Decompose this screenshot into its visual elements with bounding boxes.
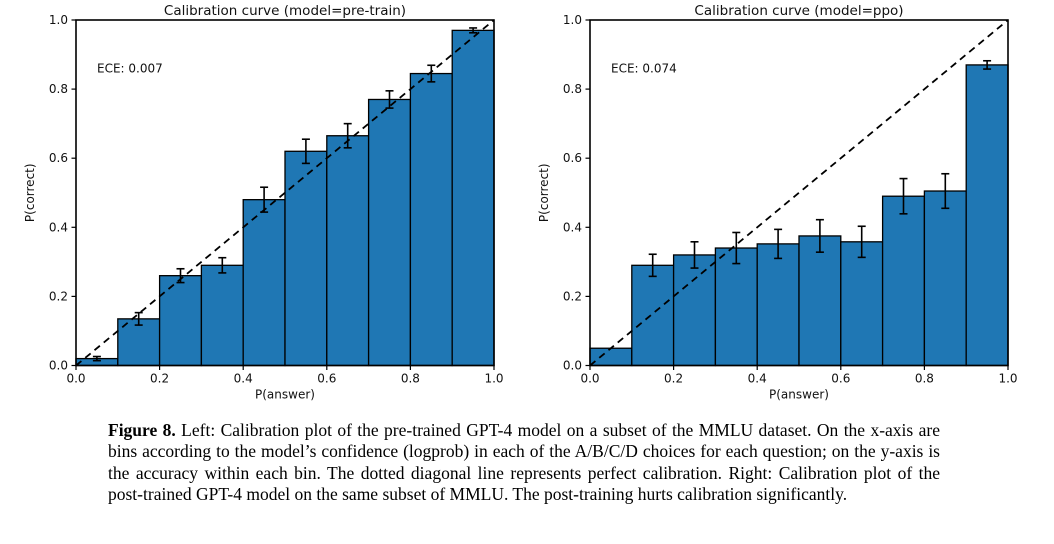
x-tick-label: 0.4	[748, 372, 767, 386]
error-bar	[301, 138, 310, 165]
calibration-bar	[840, 241, 884, 367]
calibration-bar	[923, 190, 967, 367]
calibration-bar	[326, 135, 370, 367]
y-tick-label: 0.4	[563, 220, 582, 234]
error-bar	[732, 231, 741, 265]
calibration-bar	[284, 150, 328, 367]
y-tick-label: 1.0	[563, 13, 582, 27]
y-tick-label: 0.0	[49, 359, 68, 373]
x-tick-label: 0.4	[234, 372, 253, 386]
error-bar	[774, 228, 783, 260]
calibration-bar	[756, 243, 800, 367]
error-bar	[469, 27, 478, 34]
y-axis-label: P(correct)	[537, 163, 551, 222]
error-bar	[899, 177, 908, 215]
y-tick-label: 0.4	[49, 220, 68, 234]
perfect-calibration-line	[589, 19, 1009, 367]
x-axis-label: P(answer)	[255, 388, 315, 402]
error-bar	[343, 122, 352, 149]
caption-text: Left: Calibration plot of the pre-traine…	[108, 420, 940, 505]
perfect-calibration-line	[75, 19, 495, 367]
ece-annotation: ECE: 0.007	[97, 61, 163, 75]
error-bar	[857, 225, 866, 259]
error-bar	[983, 59, 992, 70]
calibration-bar	[881, 195, 926, 367]
calibration-figure: 0.0 0.2 0.4 0.6 0.8 1.0 0.0 0.2 0.4 0.6 0.8 1.0 Cali…	[23, 3, 1018, 402]
error-bar	[92, 355, 101, 362]
error-bar	[648, 253, 657, 278]
x-tick-label: 0.0	[66, 372, 85, 386]
calibration-bar	[409, 72, 453, 367]
x-tick-label: 1.0	[484, 372, 503, 386]
x-tick-label: 0.8	[915, 372, 934, 386]
calibration-bar	[631, 264, 675, 367]
x-tick-label: 0.2	[150, 372, 169, 386]
calibration-bar	[714, 247, 758, 367]
caption-label: Figure 8.	[108, 420, 176, 440]
calibration-bar	[158, 275, 203, 367]
error-bar	[815, 218, 824, 253]
calibration-bar	[242, 199, 286, 367]
figure-caption: Figure 8. Left: Calibration plot of the …	[108, 420, 940, 506]
calibration-bar	[367, 98, 412, 367]
y-tick-label: 0.2	[49, 289, 68, 303]
y-tick-label: 0.8	[49, 82, 68, 96]
x-tick-label: 0.6	[831, 372, 850, 386]
y-tick-label: 0.8	[563, 82, 582, 96]
calibration-bar	[200, 264, 244, 367]
calibration-bar	[798, 235, 842, 367]
error-bar	[385, 90, 394, 109]
chart-title: Calibration curve (model=pre-train)	[164, 3, 406, 19]
y-tick-label: 0.2	[563, 289, 582, 303]
calibration-bar	[672, 254, 717, 367]
calibration-bar	[589, 347, 633, 367]
calibration-chart-ppo: 0.0 0.2 0.4 0.6 0.8 1.0 0.0 0.2 0.4 0.6 0.8 1.0 Cali…	[537, 3, 1018, 402]
ece-annotation: ECE: 0.074	[611, 61, 677, 75]
error-bar	[134, 311, 143, 326]
calibration-bar	[965, 64, 1009, 367]
x-axis-label: P(answer)	[769, 388, 829, 402]
error-bar	[941, 172, 950, 210]
x-tick-label: 0.2	[664, 372, 683, 386]
y-axis-label: P(correct)	[23, 163, 37, 222]
plot-border	[75, 19, 495, 367]
error-bar	[427, 64, 436, 83]
y-tick-label: 0.6	[563, 151, 582, 165]
y-tick-label: 0.0	[563, 359, 582, 373]
y-tick-label: 1.0	[49, 13, 68, 27]
plot-border	[589, 19, 1009, 367]
error-bar	[690, 241, 699, 269]
x-tick-label: 0.6	[317, 372, 336, 386]
x-tick-label: 1.0	[998, 372, 1017, 386]
y-tick-label: 0.6	[49, 151, 68, 165]
calibration-bar	[451, 29, 495, 367]
x-tick-label: 0.8	[401, 372, 420, 386]
calibration-chart-pretrain: 0.0 0.2 0.4 0.6 0.8 1.0 0.0 0.2 0.4 0.6 0.8 1.0 Cali…	[23, 3, 504, 402]
chart-title: Calibration curve (model=ppo)	[694, 3, 903, 19]
error-bar	[218, 256, 227, 274]
x-tick-label: 0.0	[580, 372, 599, 386]
